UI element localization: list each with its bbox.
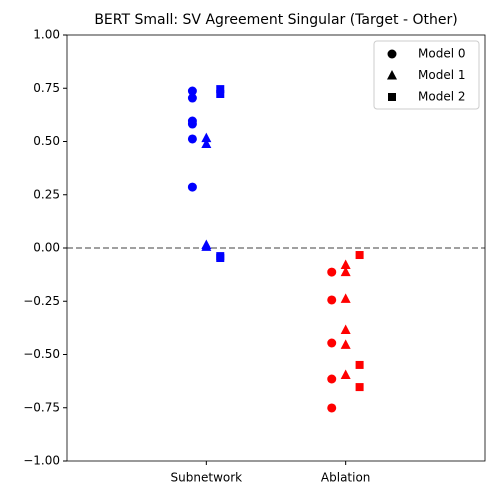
y-tick-label: 0.50 (33, 134, 60, 148)
y-tick-label: 0.75 (33, 81, 60, 95)
y-tick-label: −0.75 (23, 400, 60, 414)
legend-marker (387, 49, 397, 59)
x-tick-label: Ablation (321, 471, 371, 485)
legend-label: Model 2 (418, 90, 465, 104)
point (340, 266, 351, 277)
point (340, 369, 351, 379)
point (187, 182, 197, 192)
point (187, 134, 197, 144)
point (201, 138, 212, 149)
point (216, 254, 225, 263)
y-tick-label: −0.25 (23, 294, 60, 308)
point (187, 119, 197, 129)
legend-marker (387, 70, 397, 80)
point (340, 339, 351, 349)
point (327, 403, 337, 413)
y-tick-label: −0.50 (23, 347, 60, 361)
point (340, 324, 351, 335)
chart-title: BERT Small: SV Agreement Singular (Targe… (94, 12, 457, 28)
y-tick-label: 0.00 (33, 241, 60, 255)
y-tick-label: −1.00 (23, 454, 60, 468)
point (201, 132, 212, 143)
point (327, 374, 337, 384)
legend-box (373, 40, 480, 110)
point (327, 295, 337, 305)
point (355, 383, 364, 392)
point (216, 90, 225, 99)
x-tick-label: Subnetwork (171, 471, 243, 485)
point (187, 86, 197, 96)
point (355, 251, 364, 260)
point (216, 85, 225, 94)
point (327, 267, 337, 277)
plot-frame (66, 34, 486, 462)
point (187, 93, 197, 103)
legend-label: Model 0 (418, 47, 465, 61)
y-tick-label: 1.00 (33, 28, 60, 42)
point (201, 241, 212, 251)
y-tick-label: 0.25 (33, 187, 60, 201)
point (340, 259, 351, 270)
legend-label: Model 1 (418, 68, 465, 82)
point (355, 360, 364, 369)
point (327, 338, 337, 348)
point (340, 293, 351, 303)
legend-marker (388, 93, 396, 101)
